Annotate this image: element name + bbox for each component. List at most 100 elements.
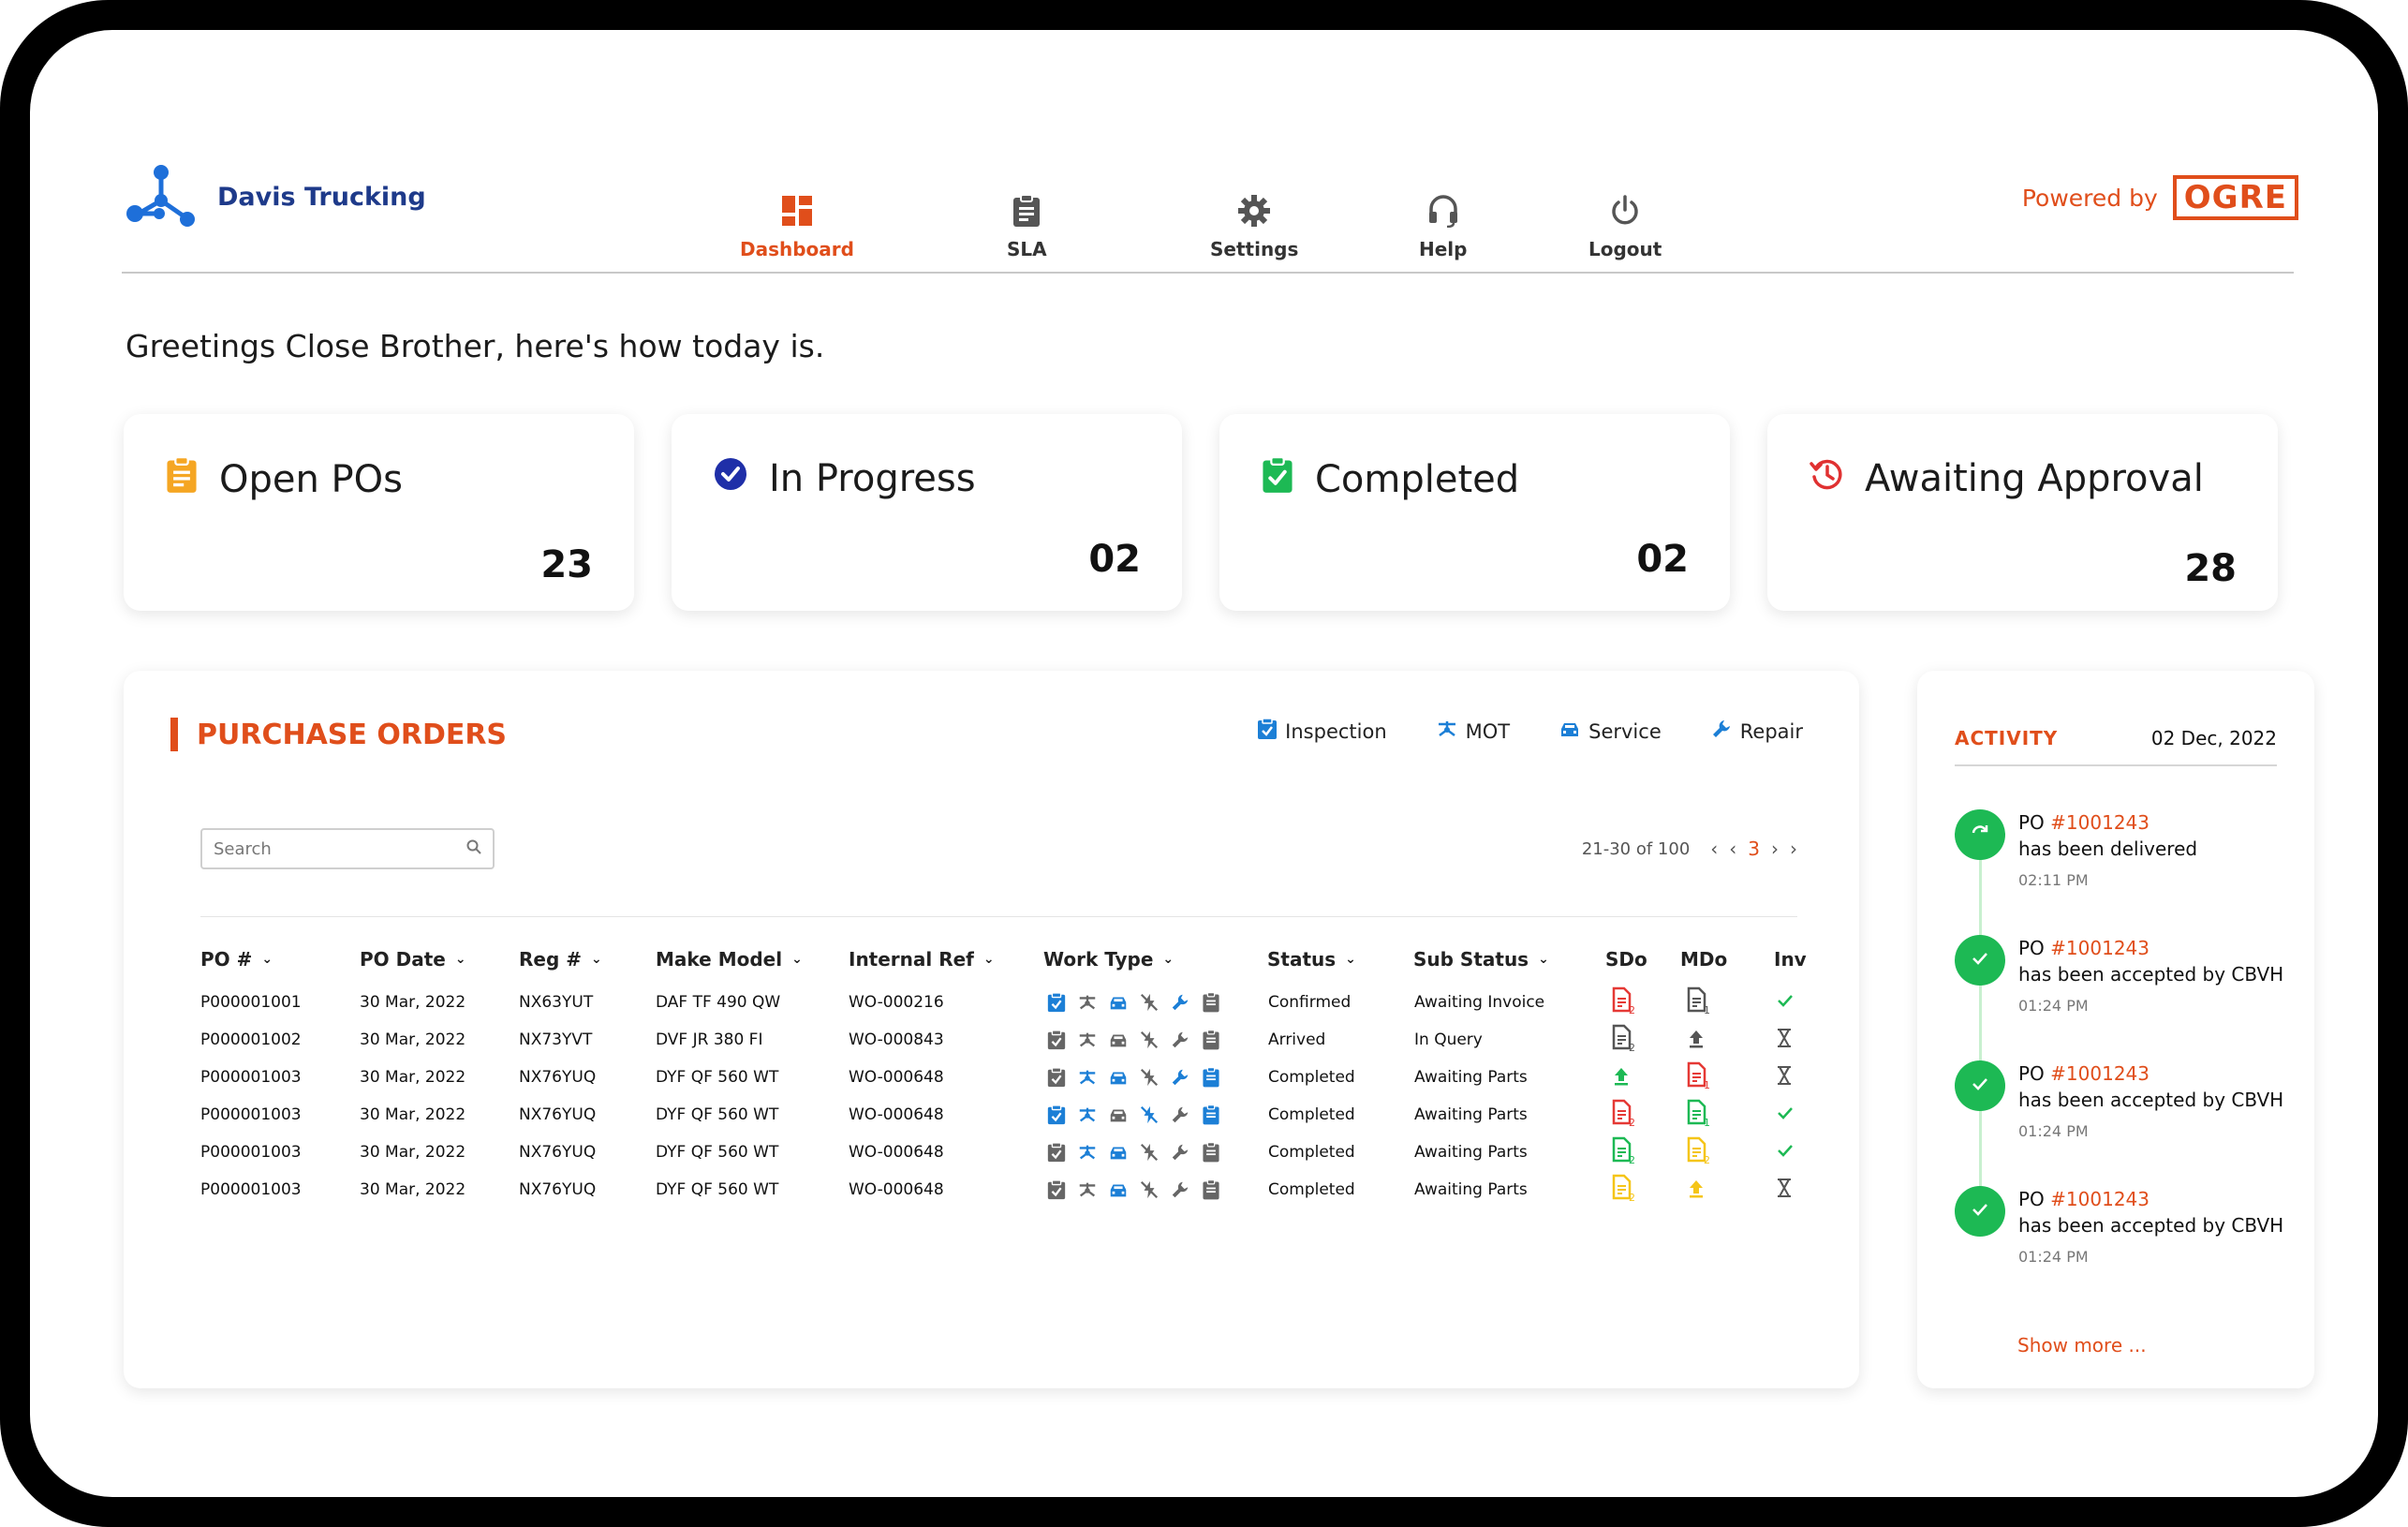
sub-status-cell: In Query [1414, 1030, 1483, 1049]
sdo-cell[interactable]: 2 [1611, 1134, 1635, 1171]
po-number-cell[interactable]: P000001003 [200, 1143, 302, 1162]
mot-icon [1076, 1104, 1099, 1126]
dashboard-icon [779, 193, 815, 229]
search-input[interactable]: Search [200, 828, 495, 869]
mdo-cell[interactable]: 1 [1686, 1096, 1710, 1134]
nav-sla[interactable]: SLA [1007, 193, 1047, 260]
internal-ref-cell: WO-000843 [849, 1030, 944, 1049]
sdo-cell[interactable]: 2 [1611, 984, 1635, 1021]
po-number-cell[interactable]: P000001003 [200, 1180, 302, 1199]
activity-po-link[interactable]: #1001243 [2050, 1188, 2150, 1210]
document-icon[interactable]: 1 [1686, 1061, 1710, 1094]
card-title: Completed [1261, 456, 1519, 503]
flash-off-icon [1138, 1029, 1160, 1051]
column-header-status[interactable]: Status ⌄ [1267, 948, 1356, 971]
column-header-po[interactable]: PO # ⌄ [200, 948, 273, 971]
activity-po-link[interactable]: #1001243 [2050, 1062, 2150, 1085]
mot-icon [1076, 991, 1099, 1014]
nav-label: Settings [1210, 238, 1299, 260]
card-title-text: Completed [1315, 458, 1520, 501]
brand[interactable]: Davis Trucking [124, 161, 426, 232]
nav-settings[interactable]: Settings [1210, 193, 1298, 260]
document-icon[interactable]: 1 [1686, 1099, 1710, 1132]
activity-time: 01:24 PM [2018, 1122, 2089, 1140]
sdo-cell[interactable] [1611, 1059, 1632, 1096]
sdo-cell[interactable]: 2 [1611, 1021, 1635, 1059]
activity-po-link[interactable]: #1001243 [2050, 937, 2150, 959]
prev-page-icon[interactable]: ‹ [1729, 838, 1737, 860]
nav-help[interactable]: Help [1419, 193, 1467, 260]
column-header-sub-status[interactable]: Sub Status ⌄ [1413, 948, 1549, 971]
column-header-internal-ref[interactable]: Internal Ref ⌄ [849, 948, 995, 971]
column-header-work-type[interactable]: Work Type ⌄ [1043, 948, 1174, 971]
column-header-reg[interactable]: Reg # ⌄ [519, 948, 602, 971]
po-number-cell[interactable]: P000001003 [200, 1068, 302, 1087]
column-header-mdo[interactable]: MDo [1680, 948, 1727, 971]
upload-icon[interactable] [1686, 1178, 1706, 1203]
column-label: Work Type [1043, 948, 1154, 971]
work-type-cell [1045, 1021, 1222, 1059]
mdo-cell[interactable]: 1 [1686, 984, 1710, 1021]
inspection-icon [1045, 991, 1068, 1014]
document-icon[interactable]: 2 [1611, 986, 1635, 1019]
reg-number-cell: NX76YUQ [519, 1180, 597, 1199]
make-model-cell: DYF QF 560 WT [656, 1143, 779, 1162]
current-page[interactable]: 3 [1748, 838, 1760, 860]
stat-card-awaiting-approval[interactable]: Awaiting Approval 28 [1767, 414, 2278, 611]
first-page-icon[interactable]: ‹ [1710, 838, 1719, 860]
nav-dashboard[interactable]: Dashboard [740, 193, 854, 260]
document-icon[interactable]: 2 [1611, 1099, 1635, 1132]
table-row[interactable]: P000001003 30 Mar, 2022 NX76YUQ DYF QF 560 … [124, 1059, 1859, 1096]
upload-icon[interactable] [1611, 1065, 1632, 1090]
document-icon[interactable]: 2 [1611, 1174, 1635, 1207]
mdo-cell[interactable]: 2 [1686, 1134, 1710, 1171]
po-number-cell[interactable]: P000001001 [200, 993, 302, 1012]
chevron-down-icon: ⌄ [1162, 952, 1174, 967]
document-icon[interactable]: 2 [1611, 1024, 1635, 1057]
greeting: Greetings Close Brother, here's how toda… [126, 328, 825, 364]
sdo-cell[interactable]: 2 [1611, 1096, 1635, 1134]
stat-card-open-pos[interactable]: Open POs 23 [124, 414, 634, 611]
show-more-link[interactable]: Show more ... [2017, 1334, 2147, 1357]
search-icon[interactable] [466, 839, 481, 859]
clipboard-icon [1009, 193, 1044, 229]
purchase-orders-panel: PURCHASE ORDERS Inspection MOT Service R… [124, 671, 1859, 1388]
mdo-cell[interactable]: 1 [1686, 1059, 1710, 1096]
last-page-icon[interactable]: › [1790, 838, 1797, 860]
reg-number-cell: NX63YUT [519, 993, 594, 1012]
column-header-make-model[interactable]: Make Model ⌄ [656, 948, 803, 971]
column-header-inv[interactable]: Inv [1774, 948, 1807, 971]
nav-logout[interactable]: Logout [1588, 193, 1662, 260]
internal-ref-cell: WO-000648 [849, 1068, 944, 1087]
check-icon [1969, 1073, 1991, 1099]
table-row[interactable]: P000001003 30 Mar, 2022 NX76YUQ DYF QF 560 … [124, 1096, 1859, 1134]
table-row[interactable]: P000001001 30 Mar, 2022 NX63YUT DAF TF 490 … [124, 984, 1859, 1021]
refresh-icon [1969, 822, 1991, 848]
card-count: 02 [1088, 538, 1141, 581]
table-row[interactable]: P000001003 30 Mar, 2022 NX76YUQ DYF QF 560 … [124, 1134, 1859, 1171]
activity-po-link[interactable]: #1001243 [2050, 811, 2150, 834]
pagination-controls: ‹ ‹ 3 › › [1710, 838, 1797, 860]
clipboard-check-icon [1261, 456, 1294, 503]
mdo-cell[interactable] [1686, 1021, 1706, 1059]
po-date-cell: 30 Mar, 2022 [360, 1180, 466, 1199]
upload-icon[interactable] [1686, 1028, 1706, 1053]
mdo-cell[interactable] [1686, 1171, 1706, 1208]
column-header-sdo[interactable]: SDo [1605, 948, 1647, 971]
next-page-icon[interactable]: › [1771, 838, 1779, 860]
nav-label: SLA [1007, 238, 1047, 260]
table-row[interactable]: P000001003 30 Mar, 2022 NX76YUQ DYF QF 560 … [124, 1171, 1859, 1208]
document-icon[interactable]: 2 [1686, 1136, 1710, 1169]
chevron-down-icon: ⌄ [982, 952, 995, 967]
activity-text: PO #1001243 has been delivered 02:11 PM [2018, 809, 2197, 894]
table-row[interactable]: P000001002 30 Mar, 2022 NX73YVT DVF JR 380 … [124, 1021, 1859, 1059]
po-number-cell[interactable]: P000001002 [200, 1030, 302, 1049]
sdo-cell[interactable]: 2 [1611, 1171, 1635, 1208]
document-icon[interactable]: 1 [1686, 986, 1710, 1019]
stat-card-in-progress[interactable]: In Progress 02 [672, 414, 1182, 611]
document-icon[interactable]: 2 [1611, 1136, 1635, 1169]
po-number-cell[interactable]: P000001003 [200, 1105, 302, 1124]
stat-card-completed[interactable]: Completed 02 [1219, 414, 1730, 611]
table-divider [200, 916, 1797, 917]
column-header-po-date[interactable]: PO Date ⌄ [360, 948, 466, 971]
